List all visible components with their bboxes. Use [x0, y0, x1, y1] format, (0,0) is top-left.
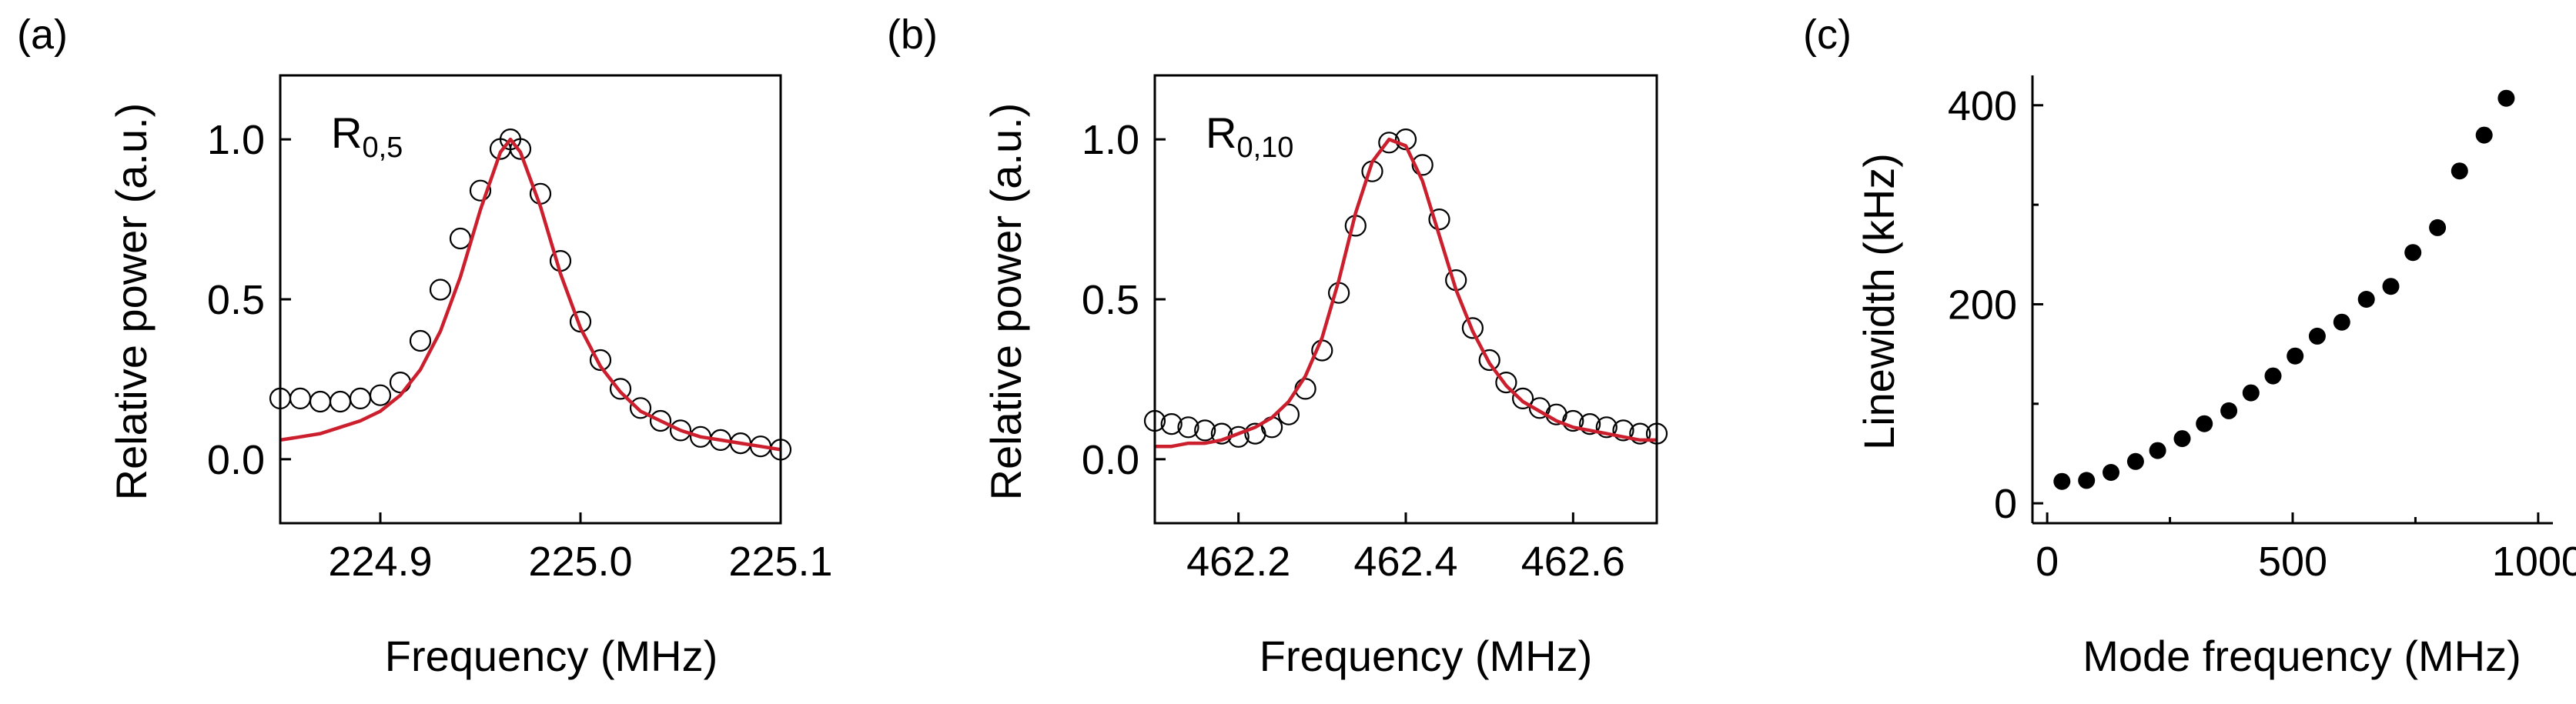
data-point — [2451, 162, 2468, 180]
annotation-sub: 0,5 — [362, 132, 403, 164]
data-point — [1461, 317, 1484, 339]
x-tick-label: 462.4 — [1353, 539, 1457, 585]
data-point — [1495, 372, 1517, 394]
data-point — [409, 329, 432, 352]
y-tick-label: 200 — [1948, 282, 2017, 328]
x-tick-label: 1000 — [2492, 539, 2576, 585]
data-point — [1478, 349, 1500, 372]
data-point — [449, 227, 472, 250]
annotation-sub: 0,10 — [1236, 132, 1294, 164]
data-point — [349, 387, 372, 410]
y-tick-label: 0 — [1994, 481, 2017, 527]
data-point — [1562, 409, 1584, 432]
data-point — [2475, 126, 2493, 144]
data-point — [329, 390, 352, 413]
data-point — [2103, 464, 2119, 481]
data-point — [2308, 327, 2326, 345]
plot-3: 0 500 1000 0 200 400 — [1948, 75, 2576, 585]
x-axis-title-b: Frequency (MHz) — [1259, 632, 1593, 680]
plot-1: 224.9 225.0 225.1 0.0 0.5 1.0 — [207, 74, 833, 585]
data-point — [609, 378, 632, 400]
data-point — [2357, 291, 2375, 308]
data-point — [509, 138, 532, 160]
data-point — [309, 390, 332, 413]
data-point — [2196, 415, 2213, 432]
y-tick-label: 0.5 — [207, 277, 265, 323]
data-point — [2173, 430, 2191, 448]
plot-frame — [279, 74, 782, 525]
x-tick-label: 0 — [2036, 539, 2059, 585]
data-point — [2242, 384, 2260, 402]
data-point — [2497, 89, 2515, 107]
x-tick-label: 500 — [2258, 539, 2327, 585]
fit-curve — [279, 137, 781, 452]
data-point — [2287, 347, 2304, 365]
x-tick-label: 225.0 — [528, 539, 632, 585]
data-point — [289, 387, 312, 410]
x-axis-title-c: Mode frequency (MHz) — [2083, 632, 2521, 680]
y-tick-label: 1.0 — [207, 117, 265, 163]
y-tick-label: 400 — [1948, 83, 2017, 129]
x-tick-label: 462.6 — [1521, 539, 1625, 585]
data-point — [2126, 452, 2144, 470]
data-point — [649, 409, 672, 432]
fit-curve — [1155, 137, 1657, 449]
data-point — [1210, 422, 1233, 445]
data-point — [669, 419, 692, 442]
data-point — [2220, 402, 2238, 419]
plot-2: 462.2 462.4 462.6 0.0 0.5 1.0 — [1082, 74, 1668, 585]
plot-frame — [1153, 74, 1658, 525]
data-point — [1428, 209, 1450, 231]
data-point — [2382, 278, 2400, 295]
data-point — [1579, 412, 1601, 435]
data-point — [2264, 367, 2282, 385]
x-axis-title-a: Frequency (MHz) — [384, 632, 718, 680]
data-point — [2429, 219, 2447, 236]
data-point — [469, 179, 492, 202]
data-point — [369, 384, 392, 406]
data-point — [1411, 154, 1434, 176]
y-tick-label: 0.0 — [207, 437, 265, 483]
data-point — [2078, 472, 2096, 489]
data-point — [1511, 387, 1534, 410]
data-point — [589, 349, 612, 372]
data-point — [429, 279, 452, 301]
panel-label-a: (a) — [17, 12, 68, 58]
panel-label-c: (c) — [1803, 12, 1852, 58]
x-tick-label: 225.1 — [728, 539, 832, 585]
mode-annotation-a: R0,5 — [331, 108, 403, 165]
data-point — [389, 372, 412, 394]
y-tick-label: 0.0 — [1082, 437, 1139, 483]
data-point — [2053, 472, 2071, 490]
data-point — [1160, 412, 1183, 435]
y-tick-label: 1.0 — [1082, 117, 1139, 163]
data-point — [1595, 416, 1618, 439]
data-point — [2333, 313, 2350, 331]
y-tick-label: 0.5 — [1082, 277, 1139, 323]
data-point — [629, 397, 652, 419]
data-point — [1194, 419, 1216, 442]
x-tick-label: 224.9 — [328, 539, 432, 585]
annotation-main: R — [331, 108, 363, 157]
data-point — [1612, 419, 1634, 442]
annotation-main: R — [1206, 108, 1237, 157]
data-point — [1629, 422, 1651, 445]
data-point — [1277, 403, 1300, 425]
panel-label-b: (b) — [887, 12, 938, 58]
data-point — [2149, 442, 2166, 459]
data-point — [1177, 416, 1199, 439]
mode-annotation-b: R0,10 — [1206, 108, 1293, 165]
x-tick-label: 462.2 — [1186, 539, 1290, 585]
data-point — [2404, 244, 2422, 262]
